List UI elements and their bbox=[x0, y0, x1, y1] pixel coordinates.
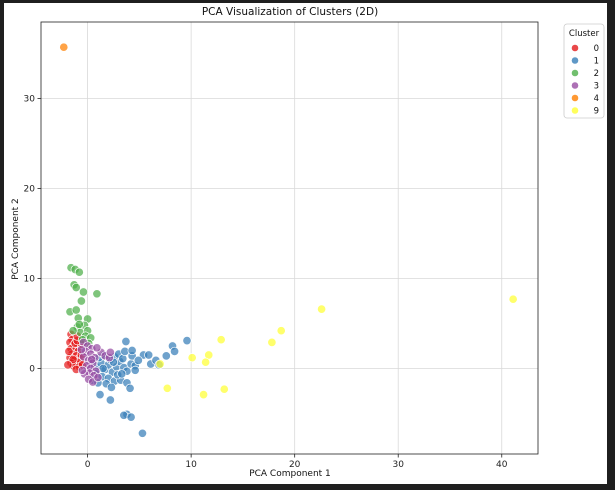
point-cluster-9 bbox=[276, 326, 286, 336]
point-cluster-9 bbox=[155, 359, 165, 369]
legend-marker-3 bbox=[571, 81, 579, 90]
point-cluster-2 bbox=[76, 296, 86, 306]
legend-marker-0 bbox=[571, 44, 579, 52]
point-cluster-1 bbox=[105, 395, 115, 405]
point-cluster-2 bbox=[92, 289, 102, 299]
x-tick-label: 0 bbox=[85, 460, 91, 470]
scatter-points bbox=[59, 42, 518, 438]
plot-area bbox=[40, 21, 539, 455]
pca-scatter-chart: PCA Visualization of Clusters (2D) 0 10 20… bbox=[11, 6, 605, 479]
x-tick-label: 10 bbox=[185, 460, 197, 470]
point-cluster-1 bbox=[182, 336, 192, 346]
point-cluster-9 bbox=[267, 337, 277, 347]
point-cluster-9 bbox=[216, 335, 226, 345]
point-cluster-1 bbox=[127, 345, 137, 356]
point-cluster-3 bbox=[93, 372, 103, 383]
y-tick-label: 0 bbox=[29, 365, 35, 375]
point-cluster-1 bbox=[126, 412, 136, 422]
point-cluster-1 bbox=[125, 383, 135, 393]
point-cluster-3 bbox=[105, 347, 115, 357]
legend: Cluster 0 1 2 3 4 9 bbox=[563, 23, 605, 119]
x-tick-label: 30 bbox=[392, 460, 404, 470]
point-cluster-2 bbox=[71, 282, 81, 293]
legend-entries: 0 1 2 3 4 9 bbox=[571, 44, 599, 117]
series-cluster-3 bbox=[76, 337, 115, 387]
point-cluster-3 bbox=[77, 365, 87, 375]
y-axis-ticks: 0 10 20 30 bbox=[24, 95, 41, 375]
point-cluster-1 bbox=[130, 365, 140, 375]
point-cluster-9 bbox=[317, 304, 327, 314]
x-axis-label: PCA Component 1 bbox=[249, 469, 331, 479]
legend-label-2: 2 bbox=[594, 69, 599, 79]
x-axis-ticks: 0 10 20 30 40 bbox=[85, 454, 508, 470]
point-cluster-9 bbox=[201, 357, 211, 367]
point-cluster-1 bbox=[95, 390, 105, 400]
point-cluster-9 bbox=[219, 384, 229, 394]
series-cluster-9 bbox=[155, 294, 518, 400]
point-cluster-1 bbox=[106, 382, 116, 392]
legend-label-4: 4 bbox=[594, 94, 599, 104]
legend-marker-9 bbox=[571, 106, 579, 115]
point-cluster-9 bbox=[162, 383, 172, 393]
point-cluster-1 bbox=[133, 355, 143, 365]
y-tick-label: 10 bbox=[24, 275, 36, 285]
point-cluster-0 bbox=[64, 346, 74, 356]
y-tick-label: 20 bbox=[24, 185, 36, 195]
y-tick-label: 30 bbox=[24, 95, 36, 105]
point-cluster-3 bbox=[92, 343, 102, 353]
legend-marker-4 bbox=[571, 94, 579, 102]
point-cluster-1 bbox=[121, 336, 131, 347]
point-cluster-2 bbox=[78, 287, 89, 297]
figure: PCA Visualization of Clusters (2D) 0 10 20… bbox=[4, 3, 607, 484]
chart-title: PCA Visualization of Clusters (2D) bbox=[202, 6, 378, 18]
point-cluster-4 bbox=[59, 42, 69, 52]
x-tick-label: 40 bbox=[496, 460, 508, 470]
point-cluster-9 bbox=[508, 294, 518, 304]
point-cluster-1 bbox=[117, 369, 127, 379]
point-cluster-3 bbox=[87, 354, 97, 365]
point-cluster-9 bbox=[199, 390, 209, 400]
legend-title: Cluster bbox=[569, 29, 600, 39]
point-cluster-3 bbox=[76, 345, 86, 355]
point-cluster-1 bbox=[170, 346, 180, 356]
point-cluster-1 bbox=[144, 350, 154, 360]
point-cluster-9 bbox=[187, 353, 197, 363]
series-cluster-4 bbox=[59, 42, 69, 52]
legend-marker-2 bbox=[571, 69, 579, 77]
legend-label-9: 9 bbox=[594, 107, 599, 117]
point-cluster-0 bbox=[63, 360, 73, 370]
point-cluster-2 bbox=[74, 319, 84, 329]
x-tick-label: 20 bbox=[289, 460, 301, 470]
point-cluster-2 bbox=[71, 305, 81, 315]
y-axis-label: PCA Component 2 bbox=[11, 198, 21, 280]
point-cluster-1 bbox=[137, 428, 148, 438]
legend-label-3: 3 bbox=[594, 82, 599, 92]
legend-label-1: 1 bbox=[594, 57, 599, 67]
point-cluster-2 bbox=[68, 326, 78, 336]
legend-marker-1 bbox=[571, 56, 579, 65]
point-cluster-1 bbox=[161, 351, 171, 361]
point-cluster-2 bbox=[74, 267, 84, 277]
series-cluster-2 bbox=[65, 263, 102, 348]
legend-label-0: 0 bbox=[594, 44, 599, 54]
